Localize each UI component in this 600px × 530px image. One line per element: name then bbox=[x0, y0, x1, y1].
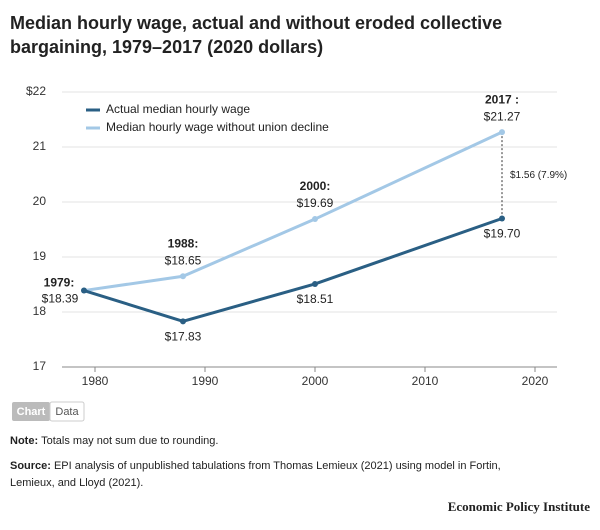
data-tab[interactable] bbox=[49, 401, 85, 422]
source: Source: EPI analysis of unpublished tabul… bbox=[10, 460, 501, 472]
point bbox=[499, 129, 505, 136]
point bbox=[81, 287, 87, 294]
chart-tab[interactable] bbox=[12, 402, 50, 421]
data-label: $19.69 bbox=[297, 196, 334, 210]
series-line bbox=[83, 130, 503, 293]
x-tick-label: 1990 bbox=[192, 374, 219, 388]
x-tick-label: 2000 bbox=[302, 374, 329, 388]
point-title: 2017 : bbox=[485, 92, 519, 106]
y-tick-label: $22 bbox=[26, 84, 46, 98]
note: Note: Totals may not sum due to rounding. bbox=[10, 435, 218, 447]
x-tick-label: 2010 bbox=[412, 374, 439, 388]
point bbox=[499, 215, 505, 222]
point-title: 1979: bbox=[44, 276, 75, 290]
data-label: $18.65 bbox=[165, 253, 202, 267]
source-text: EPI analysis of unpublished tabulations … bbox=[54, 460, 501, 472]
data-label: $19.70 bbox=[484, 227, 521, 241]
gap-label: $1.56 (7.9%) bbox=[510, 170, 567, 181]
legend-label: Median hourly wage without union decline bbox=[106, 120, 329, 134]
data-label: $21.27 bbox=[484, 109, 521, 123]
chart-tab-label[interactable]: Chart bbox=[17, 406, 46, 418]
point bbox=[312, 280, 318, 287]
point-title: 2000: bbox=[300, 179, 331, 193]
data-label: $18.51 bbox=[297, 292, 334, 306]
data-label: $18.39 bbox=[42, 292, 79, 306]
data-tab-label[interactable]: Data bbox=[55, 406, 79, 418]
x-tick-label: 1980 bbox=[82, 374, 109, 388]
note-text: Totals may not sum due to rounding. bbox=[41, 435, 218, 447]
y-tick-label: 17 bbox=[33, 359, 47, 373]
y-tick-label: 18 bbox=[33, 304, 47, 318]
legend-label: Actual median hourly wage bbox=[106, 102, 250, 116]
point bbox=[180, 318, 186, 325]
point bbox=[312, 216, 318, 223]
y-tick-label: 20 bbox=[33, 194, 47, 208]
note-label: Note: bbox=[10, 435, 38, 447]
point bbox=[180, 273, 186, 280]
source-text: Lemieux, and Lloyd (2021). bbox=[10, 477, 143, 489]
source-label: Source: bbox=[10, 460, 51, 472]
publisher: Economic Policy Institute bbox=[448, 499, 590, 514]
data-label: $17.83 bbox=[165, 330, 202, 344]
series-line bbox=[83, 217, 503, 323]
y-tick-label: 21 bbox=[33, 139, 47, 153]
chart-title: bargaining, 1979–2017 (2020 dollars) bbox=[10, 37, 323, 57]
y-tick-label: 19 bbox=[33, 249, 47, 263]
point-title: 1988: bbox=[168, 236, 199, 250]
x-tick-label: 2020 bbox=[522, 374, 549, 388]
chart-title: Median hourly wage, actual and without e… bbox=[10, 13, 502, 33]
